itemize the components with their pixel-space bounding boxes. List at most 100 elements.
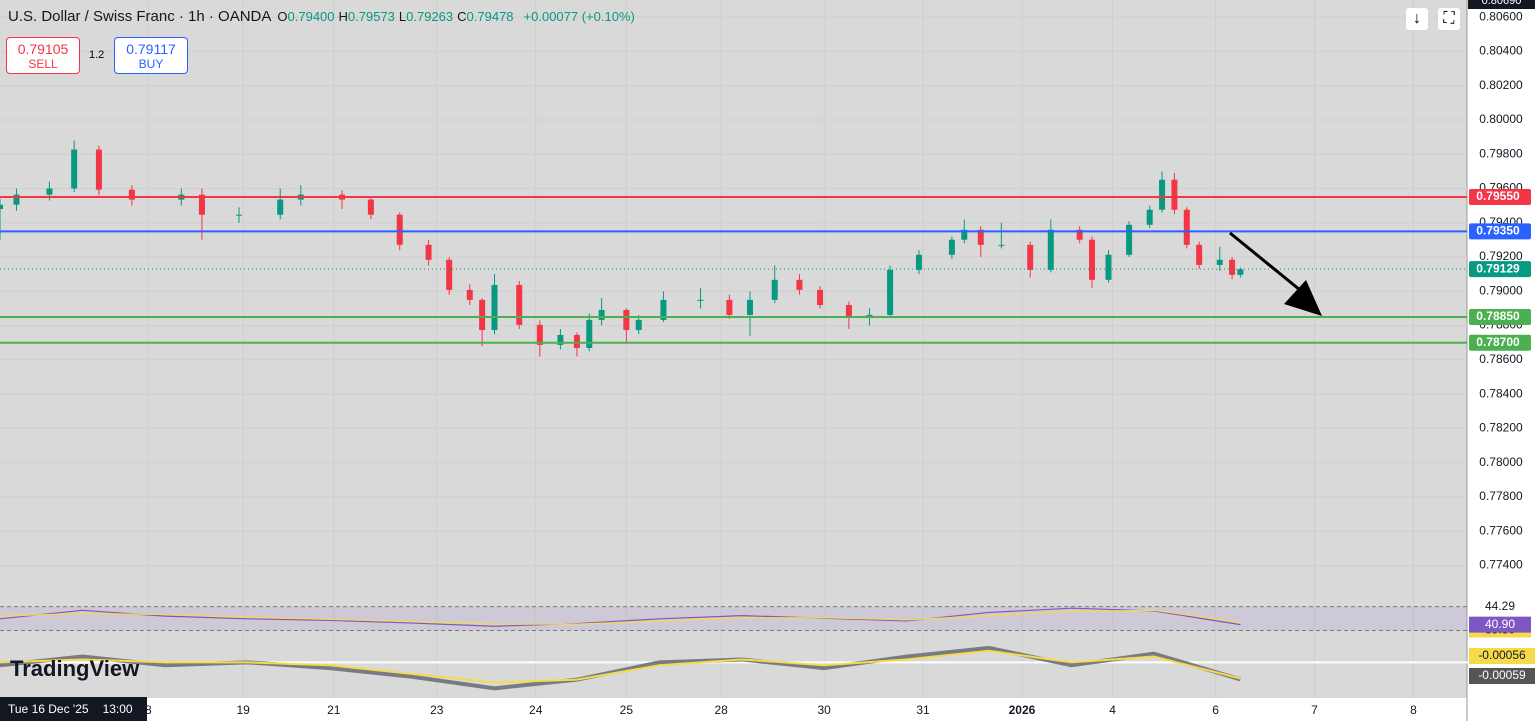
candle-body	[1105, 254, 1112, 280]
rsi-value-label: 40.90	[1485, 617, 1515, 631]
candle-body	[586, 319, 593, 349]
time-axis	[0, 698, 1535, 721]
x-tick-label: 2026	[1009, 703, 1036, 717]
candle-body	[598, 309, 605, 320]
candle-body	[1171, 179, 1178, 210]
crosshair-date: Tue 16 Dec '25	[8, 702, 89, 716]
candle-body	[1216, 259, 1223, 265]
level-tag	[1469, 334, 1531, 351]
level-label: 0.78850	[1476, 309, 1520, 323]
macd-value-label: -0.00059	[1478, 668, 1526, 682]
level-label: 0.79129	[1476, 261, 1520, 275]
candle-body	[1159, 179, 1166, 210]
y-tick-label: 0.80200	[1479, 78, 1523, 92]
x-tick-label: 6	[1212, 703, 1219, 717]
candle-body	[367, 199, 374, 215]
x-tick-label: 25	[620, 703, 634, 717]
candle-body	[479, 299, 486, 331]
candle-body	[491, 284, 498, 331]
candle-body	[948, 239, 955, 255]
candle-body	[128, 189, 135, 200]
ohlc-key: C	[457, 9, 467, 24]
y-tick-label: 0.79000	[1479, 283, 1523, 297]
candle-body	[236, 214, 243, 216]
y-tick-label: 0.77600	[1479, 523, 1523, 537]
ohlc-value: 0.79400	[287, 9, 335, 24]
candle-body	[536, 324, 543, 345]
y-tick-label: 0.78400	[1479, 386, 1523, 400]
candle-body	[1047, 229, 1054, 270]
candle-body	[817, 289, 824, 305]
x-tick-label: 28	[714, 703, 728, 717]
candle-body	[771, 279, 778, 300]
x-tick-label: 19	[236, 703, 250, 717]
symbol: U.S. Dollar / Swiss Franc · 1h · OANDA	[8, 8, 272, 25]
y-tick-label: 0.78600	[1479, 352, 1523, 366]
candle-body	[446, 259, 453, 290]
y-tick-label: 0.79800	[1479, 146, 1523, 160]
header: U.S. Dollar / Swiss Franc · 1h · OANDA O…	[8, 8, 635, 25]
macd-line	[0, 645, 1241, 691]
y-tick-label: 0.80600	[1479, 9, 1523, 23]
change: +0.00077 (+0.10%)	[523, 9, 635, 24]
level-label: 0.79550	[1476, 189, 1520, 203]
ohlc-key: O	[277, 9, 288, 24]
x-tick-label: 21	[327, 703, 341, 717]
crosshair-time: Tue 16 Dec '25 13:00	[0, 697, 147, 721]
y-tick-label: 0.78200	[1479, 421, 1523, 435]
candle-body	[845, 304, 852, 319]
trend-arrow-head	[1284, 280, 1322, 316]
ohlc-value: 0.79263	[406, 9, 454, 24]
ohlc-key: H	[338, 9, 348, 24]
candle-body	[915, 254, 922, 270]
rsi-band-tag	[1469, 599, 1531, 614]
y-tick-label: 0.79200	[1479, 249, 1523, 263]
macd-tag	[1469, 668, 1535, 684]
rsi-line	[0, 609, 1241, 625]
macd-line	[0, 649, 1241, 684]
macd-value-label: -0.00056	[1478, 648, 1526, 662]
candle-body	[516, 284, 523, 325]
x-tick-label: 31	[916, 703, 930, 717]
y-tick-label: 0.77800	[1479, 489, 1523, 503]
sell-button[interactable]: 0.79105 SELL	[6, 37, 80, 74]
brand: TradingView	[10, 656, 140, 681]
ohlc-value: 0.79478	[466, 9, 514, 24]
candle-body	[573, 334, 580, 349]
trend-arrow	[1229, 231, 1301, 292]
crosshair-hour: 13:00	[102, 702, 133, 716]
candle-body	[71, 149, 78, 189]
candle-body	[796, 279, 803, 290]
scroll-button[interactable]: ↓	[1406, 8, 1428, 30]
spread: 1.2	[89, 49, 105, 61]
ohlc-key: L	[398, 9, 407, 24]
y-tick-label: 0.80000	[1479, 112, 1523, 126]
fullscreen-button[interactable]: ⛶	[1438, 8, 1460, 30]
ohlc-value: 0.79573	[347, 9, 395, 24]
candle-body	[0, 204, 3, 210]
sell-price: 0.79105	[17, 41, 69, 57]
candle-body	[425, 244, 432, 260]
level-tag	[1469, 308, 1531, 325]
candle-body	[46, 188, 53, 195]
x-tick-label: 23	[430, 703, 444, 717]
level-tag	[1469, 261, 1531, 278]
y-tick-label: 0.77400	[1479, 558, 1523, 572]
candle-body	[1196, 244, 1203, 265]
candle-body	[466, 289, 473, 300]
rsi-band-label: 44.29	[1485, 599, 1515, 613]
macd-tag	[1469, 648, 1535, 664]
buy-button[interactable]: 0.79117 BUY	[114, 37, 188, 74]
x-tick-label: 8	[145, 703, 152, 717]
x-tick-label: 4	[1109, 703, 1116, 717]
rsi-line	[0, 607, 1241, 627]
candle-body	[1089, 239, 1096, 280]
x-tick-label: 24	[529, 703, 543, 717]
x-tick-label: 8	[1410, 703, 1417, 717]
candle-body	[697, 299, 704, 301]
candle-body	[95, 149, 102, 190]
candle-body	[277, 199, 284, 215]
candle-body	[1229, 259, 1236, 275]
